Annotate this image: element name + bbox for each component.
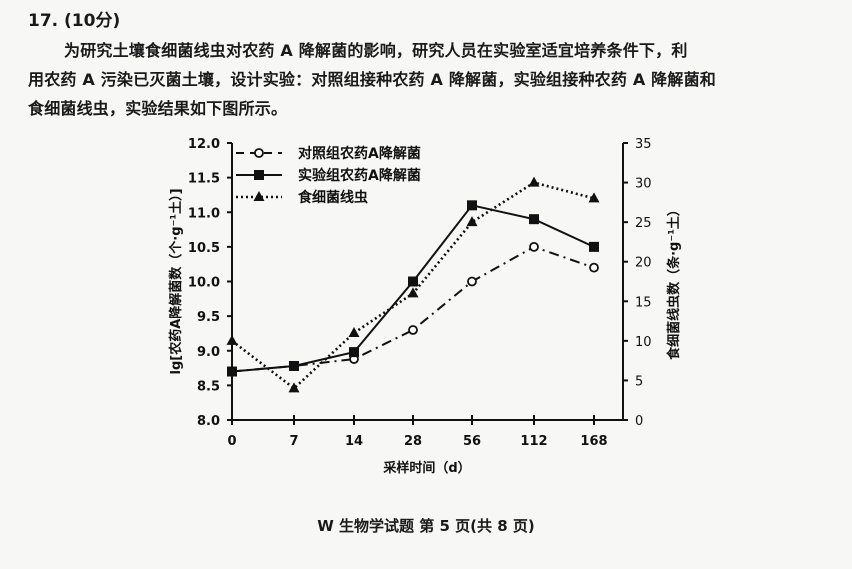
right-tick-label: 30	[635, 177, 652, 192]
right-tick-label: 25	[635, 216, 652, 231]
filled-triangle-marker	[528, 176, 540, 187]
filled-square-marker	[467, 200, 477, 211]
x-tick-label: 7	[289, 434, 298, 449]
legend-label: 对照组农药A降解菌	[298, 145, 421, 162]
filled-square-marker	[289, 360, 299, 371]
question-paragraph: 为研究土壤食细菌线虫对农药 A 降解菌的影响，研究人员在实验室适宜培养条件下，利…	[28, 36, 828, 123]
open-circle-marker	[254, 148, 264, 158]
right-tick-label: 15	[635, 295, 652, 310]
chart-series	[226, 176, 600, 393]
filled-square-marker	[408, 276, 418, 287]
x-axis-title: 采样时间（d）	[382, 460, 470, 476]
x-tick-label: 112	[520, 434, 547, 449]
filled-square-marker	[349, 347, 359, 358]
legend-label: 食细菌线虫	[298, 189, 368, 206]
right-tick-label: 35	[635, 137, 652, 152]
filled-triangle-marker	[288, 382, 300, 393]
question-number: 17. (10分)	[28, 11, 121, 31]
left-tick-label: 9.0	[197, 345, 220, 360]
chart-axes: 8.0 8.5 9.0 9.5 10.0 10.5 11.0 11.5 12.0 0 5 10 15 20…	[168, 137, 682, 476]
paragraph-line-2: 用农药 A 污染已灭菌土壤，设计实验：对照组接种农药 A 降解菌，实验组接种农药…	[28, 70, 716, 89]
x-tick-label: 0	[227, 434, 236, 449]
open-circle-marker	[589, 262, 599, 273]
filled-triangle-marker	[588, 192, 600, 203]
right-tick-label: 5	[635, 374, 643, 389]
filled-triangle-marker	[466, 216, 478, 227]
paragraph-line-1: 为研究土壤食细菌线虫对农药 A 降解菌的影响，研究人员在实验室适宜培养条件下，利	[64, 41, 688, 60]
left-tick-label: 8.0	[197, 414, 220, 429]
x-tick-label: 56	[463, 434, 481, 449]
filled-triangle-marker	[348, 326, 360, 337]
left-tick-label: 12.0	[188, 137, 220, 152]
open-circle-marker	[467, 276, 477, 287]
right-tick-label: 0	[635, 414, 643, 429]
right-axis-title: 食细菌线虫数（条·g⁻¹土）	[666, 203, 682, 360]
legend-label: 实验组农药A降解菌	[298, 167, 421, 184]
filled-square-marker	[254, 170, 264, 180]
filled-square-marker	[529, 214, 539, 225]
x-tick-label: 168	[580, 434, 607, 449]
filled-triangle-marker	[253, 191, 265, 201]
right-tick-label: 10	[635, 335, 652, 350]
right-tick-label: 20	[635, 256, 652, 271]
series-line	[231, 245, 595, 373]
left-tick-label: 11.5	[188, 172, 220, 187]
filled-triangle-marker	[407, 287, 419, 298]
filled-square-marker	[589, 241, 599, 252]
paragraph-line-3: 食细菌线虫，实验结果如下图所示。	[28, 99, 288, 118]
left-tick-label: 10.0	[188, 276, 220, 291]
left-tick-label: 10.5	[188, 241, 220, 256]
left-axis-title: lg[农药A降解菌数（个·g⁻¹土）]	[168, 188, 184, 374]
x-tick-label: 28	[404, 434, 422, 449]
open-circle-marker	[529, 241, 539, 252]
left-tick-label: 8.5	[197, 379, 220, 394]
open-circle-marker	[408, 325, 418, 335]
filled-triangle-marker	[226, 334, 238, 345]
left-tick-label: 11.0	[188, 206, 220, 221]
filled-square-marker	[227, 366, 237, 377]
left-tick-label: 9.5	[197, 310, 220, 325]
x-tick-label: 14	[345, 434, 363, 449]
page-footer: W 生物学试题 第 5 页(共 8 页)	[317, 517, 535, 535]
